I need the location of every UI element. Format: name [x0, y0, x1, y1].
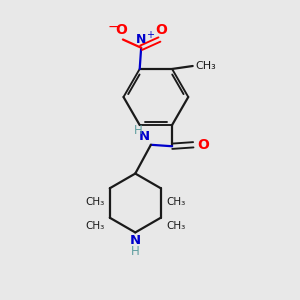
Text: H: H [134, 124, 143, 137]
Text: O: O [116, 23, 128, 37]
Text: CH₃: CH₃ [195, 61, 216, 71]
Text: N: N [136, 33, 146, 46]
Text: O: O [155, 23, 167, 37]
Text: +: + [146, 30, 154, 40]
Text: CH₃: CH₃ [85, 221, 104, 231]
Text: N: N [138, 130, 149, 143]
Text: CH₃: CH₃ [166, 197, 185, 207]
Text: −: − [108, 20, 119, 34]
Text: H: H [131, 245, 140, 258]
Text: O: O [197, 138, 209, 152]
Text: N: N [130, 234, 141, 247]
Text: CH₃: CH₃ [85, 197, 104, 207]
Text: CH₃: CH₃ [166, 221, 185, 231]
